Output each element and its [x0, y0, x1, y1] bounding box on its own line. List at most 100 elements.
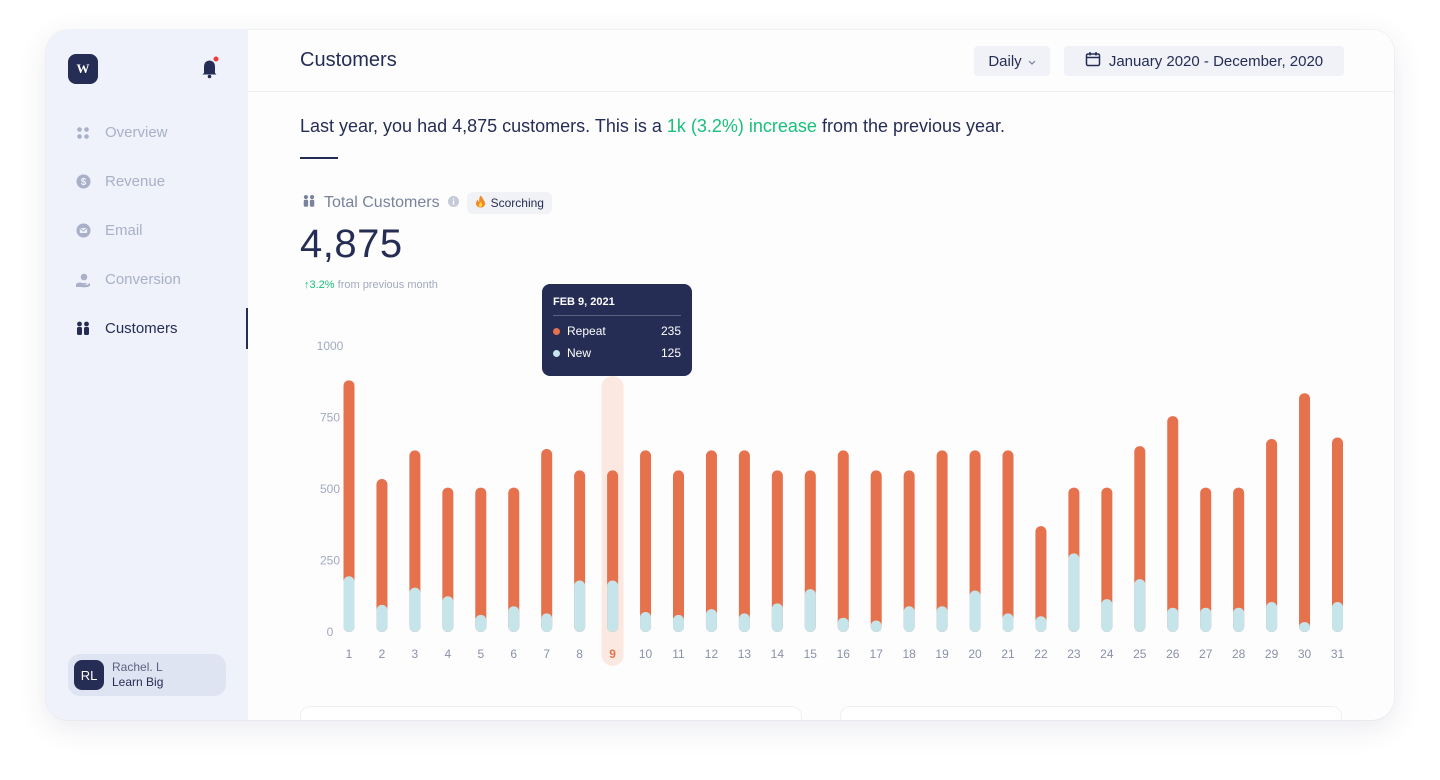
bar-new — [804, 589, 816, 632]
bar-new — [936, 606, 948, 632]
tooltip-row-new: New 125 — [553, 346, 681, 360]
calendar-icon — [1085, 51, 1101, 71]
new-dot-icon — [553, 349, 560, 357]
x-tick-label: 1 — [346, 647, 353, 661]
app-logo[interactable]: W — [68, 54, 98, 84]
x-tick-label: 4 — [445, 647, 452, 661]
bar-repeat — [705, 450, 717, 632]
bar-repeat — [343, 380, 355, 632]
bar-new — [771, 603, 783, 632]
total-customers-value: 4,875 — [300, 222, 403, 266]
x-tick-label: 26 — [1166, 647, 1180, 661]
avatar: RL — [74, 660, 104, 690]
bar-new — [1068, 553, 1080, 632]
x-tick-label: 25 — [1133, 647, 1147, 661]
bar-repeat — [1002, 450, 1014, 632]
x-tick-label: 27 — [1199, 647, 1213, 661]
tooltip-date: FEB 9, 2021 — [553, 296, 681, 316]
bar-repeat — [1035, 526, 1047, 632]
x-tick-label: 17 — [870, 647, 884, 661]
sidebar-item-customers[interactable]: Customers — [46, 304, 248, 353]
bar-new — [1167, 607, 1179, 632]
hand-coin-icon — [75, 272, 91, 288]
x-tick-label: 9 — [609, 647, 616, 661]
x-tick-label: 3 — [412, 647, 419, 661]
sidebar-item-label: Email — [105, 222, 143, 239]
bar-repeat — [1200, 487, 1212, 632]
bar-new — [640, 611, 652, 632]
bar-new — [541, 613, 553, 632]
bar-repeat — [1332, 437, 1343, 632]
bar-new — [1134, 579, 1146, 632]
period-select-value: Daily — [988, 52, 1022, 70]
sidebar-item-label: Overview — [105, 124, 168, 141]
change-text: from previous month — [334, 279, 438, 291]
bar-repeat — [771, 470, 783, 632]
status-badge: Scorching — [466, 192, 552, 214]
bar-repeat — [442, 487, 454, 632]
bar-repeat — [1233, 487, 1245, 632]
bar-repeat — [870, 470, 882, 632]
bar-repeat — [969, 450, 981, 632]
info-icon[interactable] — [447, 194, 459, 212]
bar-repeat — [409, 450, 421, 632]
y-tick-label: 250 — [320, 554, 340, 568]
x-tick-label: 30 — [1298, 647, 1312, 661]
page-title: Customers — [300, 49, 397, 71]
summary-headline: Last year, you had 4,875 customers. This… — [300, 116, 1005, 137]
y-tick-label: 500 — [320, 482, 340, 496]
notification-bell-icon[interactable] — [200, 56, 222, 80]
bar-new — [1299, 621, 1311, 632]
sidebar: W Overview $ Revenue — [46, 30, 248, 720]
period-select[interactable]: Daily — [974, 46, 1050, 76]
bottom-card-right — [840, 706, 1342, 720]
people-icon — [302, 194, 316, 213]
x-tick-label: 5 — [477, 647, 484, 661]
summary-text-after: from the previous year. — [816, 116, 1006, 136]
bar-repeat — [738, 450, 750, 632]
bar-new — [574, 580, 586, 632]
bar-repeat — [837, 450, 849, 632]
bar-repeat — [376, 478, 388, 632]
date-range-picker[interactable]: January 2020 - December, 2020 — [1064, 46, 1344, 76]
x-tick-label: 11 — [672, 647, 685, 661]
x-tick-label: 8 — [576, 647, 583, 661]
dollar-coin-icon: $ — [75, 174, 91, 190]
x-tick-label: 20 — [968, 647, 982, 661]
bar-new — [1332, 601, 1343, 632]
bar-repeat — [475, 487, 487, 632]
sidebar-item-email[interactable]: Email — [46, 206, 248, 255]
user-profile[interactable]: RL Rachel. L Learn Big — [68, 654, 226, 696]
bar-new — [1035, 616, 1047, 632]
bar-new — [1233, 607, 1245, 632]
user-org: Learn Big — [112, 675, 164, 689]
headline-divider — [300, 157, 338, 159]
bar-new — [442, 596, 454, 632]
bar-repeat — [1167, 416, 1179, 632]
y-tick-label: 0 — [327, 625, 334, 639]
sidebar-item-overview[interactable]: Overview — [46, 108, 248, 157]
bar-new — [837, 617, 849, 632]
bar-repeat — [1101, 487, 1113, 632]
metric-label-row: Total Customers Scorching — [302, 192, 552, 214]
sidebar-item-revenue[interactable]: $ Revenue — [46, 157, 248, 206]
bar-new — [1266, 601, 1278, 632]
x-tick-label: 6 — [510, 647, 517, 661]
x-tick-label: 29 — [1265, 647, 1279, 661]
bar-new — [1101, 599, 1113, 632]
bar-new — [738, 613, 750, 632]
x-tick-label: 12 — [705, 647, 719, 661]
x-tick-label: 24 — [1100, 647, 1114, 661]
sidebar-nav: Overview $ Revenue Email Conversion — [46, 108, 248, 353]
grid-dots-icon — [75, 125, 91, 141]
sidebar-item-conversion[interactable]: Conversion — [46, 255, 248, 304]
status-badge-label: Scorching — [490, 196, 544, 210]
sidebar-item-label: Customers — [105, 320, 178, 337]
x-tick-label: 18 — [902, 647, 916, 661]
bar-repeat — [640, 450, 652, 632]
summary-text-before: Last year, you had 4,875 customers. This… — [300, 116, 667, 136]
user-name: Rachel. L — [112, 660, 163, 674]
x-tick-label: 21 — [1001, 647, 1015, 661]
bar-new — [409, 587, 421, 632]
sidebar-item-label: Conversion — [105, 271, 181, 288]
